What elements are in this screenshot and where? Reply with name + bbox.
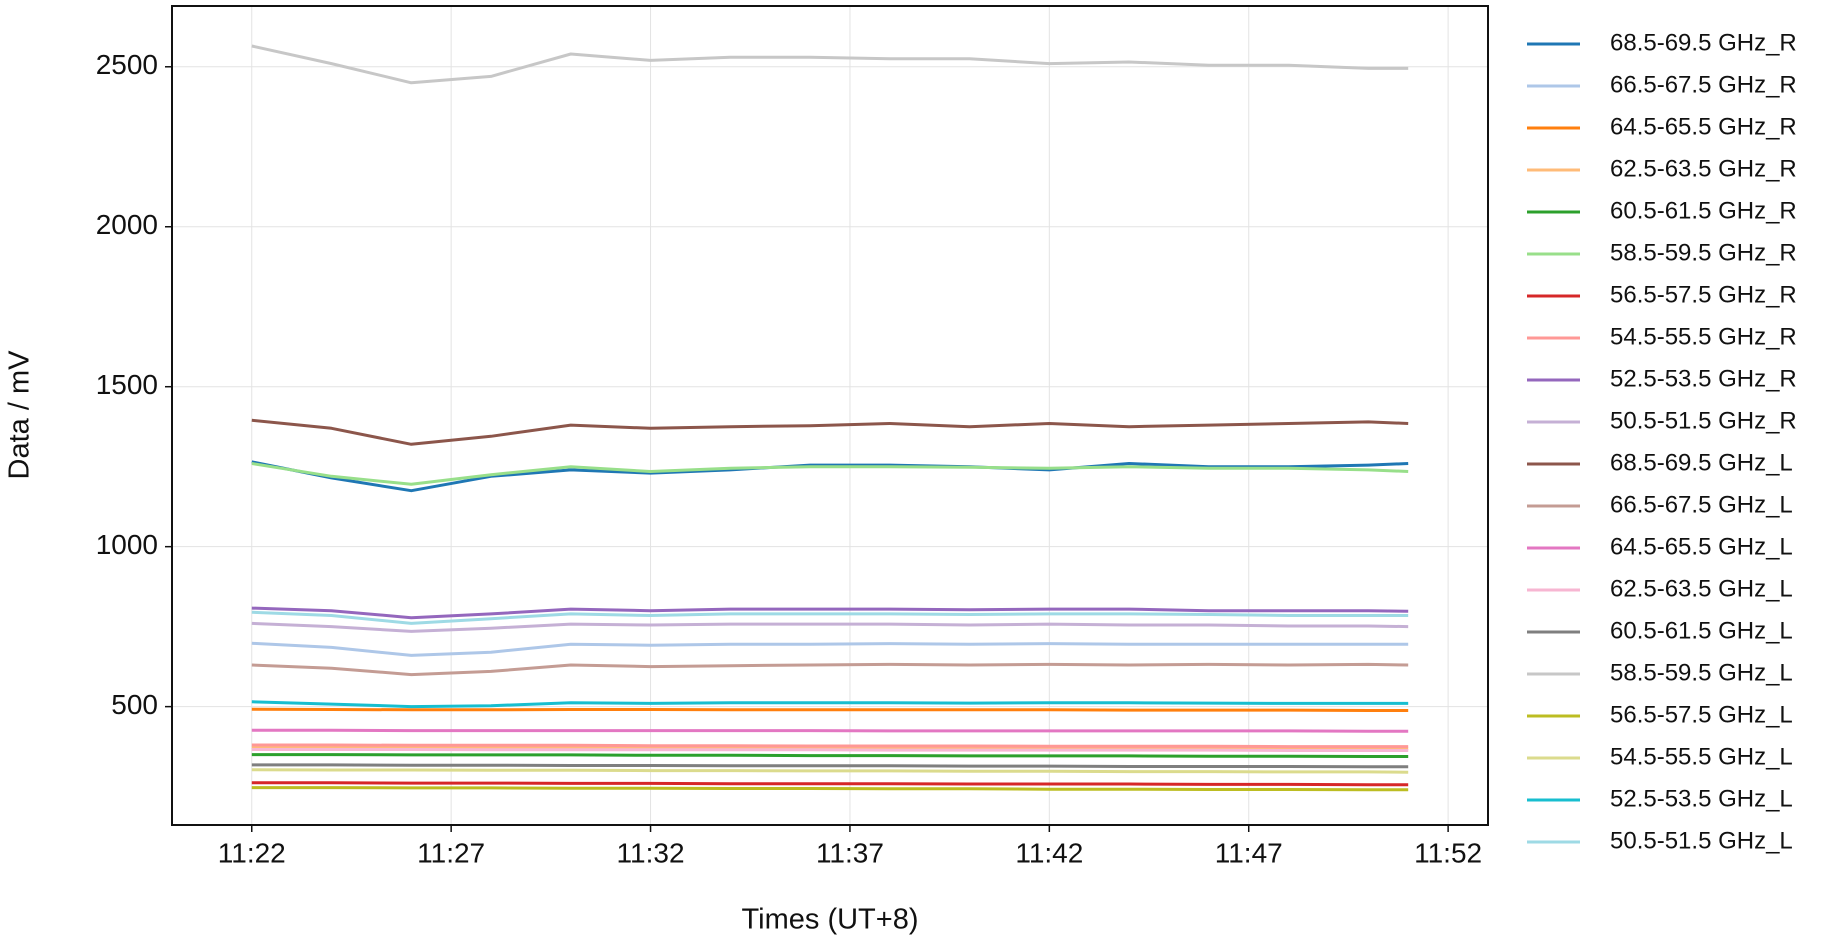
series-line [251, 743, 1409, 749]
series-line [251, 610, 1409, 625]
legend-label: 58.5-59.5 GHz_R [1610, 239, 1797, 266]
legend-label: 68.5-69.5 GHz_R [1610, 29, 1797, 56]
legend-label: 54.5-55.5 GHz_L [1610, 743, 1793, 770]
x-axis-label: Times (UT+8) [742, 904, 919, 936]
legend-label: 56.5-57.5 GHz_R [1610, 281, 1797, 308]
legend-label: 50.5-51.5 GHz_R [1610, 407, 1797, 434]
legend-label: 58.5-59.5 GHz_L [1610, 659, 1793, 686]
series-line [251, 621, 1409, 633]
x-tick-label: 11:32 [617, 837, 685, 868]
y-tick-label: 1500 [96, 369, 158, 400]
legend-label: 54.5-55.5 GHz_R [1610, 323, 1797, 350]
y-tick-label: 2000 [96, 209, 158, 240]
series-line [251, 700, 1409, 709]
legend-label: 64.5-65.5 GHz_R [1610, 113, 1797, 140]
series-line [251, 786, 1409, 792]
legend-label: 62.5-63.5 GHz_L [1610, 575, 1793, 602]
y-tick-label: 500 [111, 689, 158, 720]
legend-label: 62.5-63.5 GHz_R [1610, 155, 1797, 182]
legend-label: 64.5-65.5 GHz_L [1610, 533, 1793, 560]
series-line [251, 753, 1409, 758]
legend-label: 56.5-57.5 GHz_L [1610, 701, 1793, 728]
x-tick-label: 11:27 [417, 837, 485, 868]
series-line [251, 662, 1409, 677]
legend-label: 60.5-61.5 GHz_L [1610, 617, 1793, 644]
legend-label: 50.5-51.5 GHz_L [1610, 827, 1793, 854]
series-line [251, 44, 1409, 85]
legend-label: 52.5-53.5 GHz_L [1610, 785, 1793, 812]
series-line [251, 763, 1409, 769]
y-tick-label: 1000 [96, 529, 158, 560]
series-line [251, 418, 1409, 446]
legend-label: 52.5-53.5 GHz_R [1610, 365, 1797, 392]
x-tick-label: 11:42 [1015, 837, 1083, 868]
series-line [251, 460, 1409, 493]
legend-label: 60.5-61.5 GHz_R [1610, 197, 1797, 224]
series-line [251, 728, 1409, 733]
series-line [251, 748, 1409, 752]
series-line [251, 768, 1409, 774]
series-line [251, 606, 1409, 620]
x-tick-label: 11:22 [218, 837, 286, 868]
y-axis-label: Data / mV [4, 350, 36, 480]
x-tick-label: 11:47 [1215, 837, 1283, 868]
series-line [251, 746, 1409, 751]
x-tick-label: 11:52 [1414, 837, 1482, 868]
legend-label: 66.5-67.5 GHz_L [1610, 491, 1793, 518]
x-tick-label: 11:37 [816, 837, 884, 868]
series-line [251, 462, 1409, 486]
plot-frame [171, 5, 1489, 826]
series-line [251, 641, 1409, 657]
series-line [251, 707, 1409, 712]
legend-label: 66.5-67.5 GHz_R [1610, 71, 1797, 98]
y-tick-label: 2500 [96, 49, 158, 80]
series-line [251, 781, 1409, 787]
legend-label: 68.5-69.5 GHz_L [1610, 449, 1793, 476]
